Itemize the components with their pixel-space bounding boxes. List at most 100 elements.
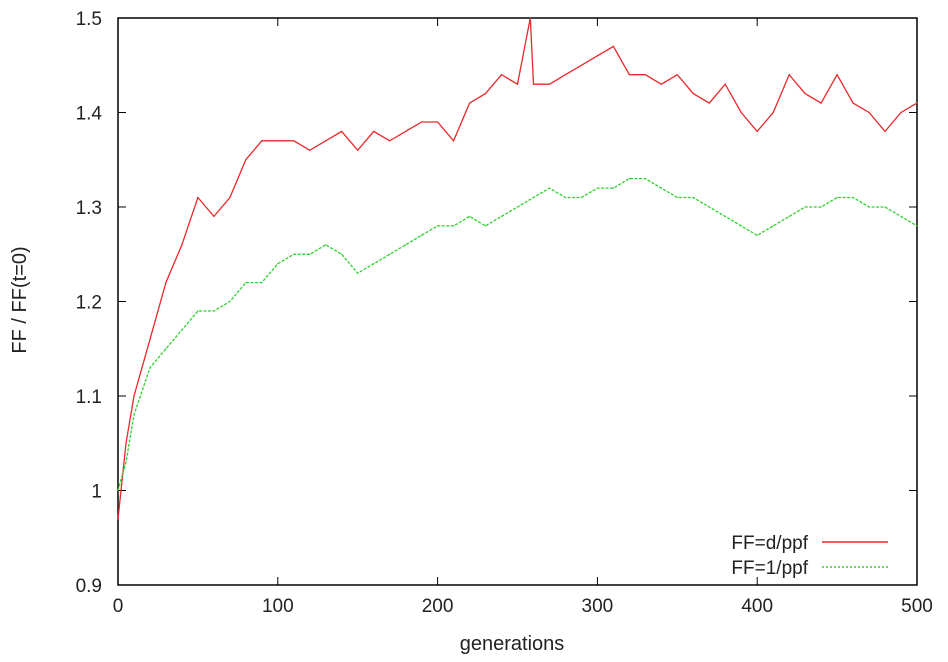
data-point (405, 244, 407, 246)
y-tick-label: 1 (91, 482, 102, 503)
data-point (788, 74, 790, 76)
y-tick-label: 1.4 (76, 104, 103, 125)
data-point (309, 253, 311, 255)
data-point (692, 196, 694, 199)
data-point (452, 225, 455, 227)
data-point (804, 206, 806, 208)
data-point (245, 282, 247, 284)
data-point (612, 45, 614, 47)
data-point (197, 310, 199, 312)
data-point (309, 149, 311, 151)
data-point (644, 178, 646, 180)
data-point (788, 215, 790, 218)
data-point (261, 282, 263, 284)
data-point (325, 244, 327, 246)
data-point (229, 196, 231, 199)
data-point (373, 130, 375, 132)
data-point (133, 414, 135, 416)
data-point (708, 206, 710, 208)
data-point (117, 518, 119, 520)
data-point (484, 93, 487, 95)
y-tick-label: 1.1 (76, 387, 102, 408)
data-point (421, 234, 423, 236)
data-point (548, 83, 551, 85)
data-point (125, 442, 127, 444)
data-point (516, 83, 519, 85)
data-point (580, 64, 583, 66)
x-tick-label: 0 (113, 596, 124, 617)
data-point (676, 74, 678, 76)
data-point (644, 74, 646, 76)
data-point (868, 206, 870, 208)
data-point (341, 130, 343, 132)
data-point (261, 140, 263, 142)
data-point (245, 159, 247, 161)
data-point (692, 93, 694, 95)
data-point (165, 348, 167, 350)
x-tick-label: 100 (262, 596, 294, 617)
data-point (916, 225, 918, 227)
data-point (373, 263, 375, 265)
data-point (900, 215, 902, 218)
data-point (756, 234, 758, 236)
data-point (468, 215, 471, 218)
data-point (197, 196, 199, 199)
x-tick-label: 300 (582, 596, 614, 617)
x-tick-label: 500 (901, 596, 933, 617)
legend-label-1: FF=1/ppf (731, 558, 808, 579)
data-point (500, 74, 503, 76)
data-point (117, 489, 119, 492)
data-point (277, 263, 279, 265)
x-axis-label: generations (460, 633, 565, 655)
data-point (708, 102, 710, 104)
data-point (181, 244, 183, 246)
data-point (421, 121, 423, 123)
data-point (660, 187, 662, 189)
legend: FF=d/ppf FF=1/ppf (731, 533, 888, 579)
data-point (564, 196, 567, 199)
data-point (852, 102, 854, 104)
data-point (660, 83, 662, 85)
data-point (293, 140, 295, 142)
y-tick-label: 1.5 (76, 9, 102, 30)
data-point (676, 196, 678, 199)
data-point (628, 74, 630, 76)
data-point (529, 17, 531, 19)
data-point (125, 461, 127, 463)
data-point (532, 196, 535, 199)
data-point (628, 178, 630, 180)
data-point (916, 102, 918, 104)
data-point (596, 187, 599, 189)
data-point (389, 140, 391, 142)
series-line-0 (117, 17, 918, 519)
data-point (772, 111, 774, 114)
x-tick-label: 200 (422, 596, 454, 617)
data-point (884, 130, 886, 132)
data-point (133, 395, 135, 397)
data-point (165, 282, 167, 284)
data-point (405, 130, 407, 132)
series-line-1 (117, 177, 918, 491)
data-point (452, 140, 455, 142)
data-point (756, 130, 758, 132)
y-axis-label: FF / FF(t=0) (9, 246, 31, 353)
data-point (836, 74, 838, 76)
data-point (357, 149, 359, 151)
data-point (437, 225, 439, 227)
data-point (852, 196, 854, 199)
data-point (468, 102, 471, 104)
data-point (213, 310, 215, 312)
data-point (548, 187, 551, 189)
data-point (516, 206, 519, 208)
plot-frame (117, 17, 918, 586)
data-point (772, 225, 774, 227)
data-point (804, 93, 806, 95)
data-point (325, 140, 327, 142)
data-point (884, 206, 886, 208)
data-point (820, 102, 822, 104)
legend-label-0: FF=d/ppf (731, 533, 808, 554)
y-tick-label: 1.3 (76, 198, 102, 219)
data-point (149, 367, 151, 369)
data-point (740, 225, 742, 227)
